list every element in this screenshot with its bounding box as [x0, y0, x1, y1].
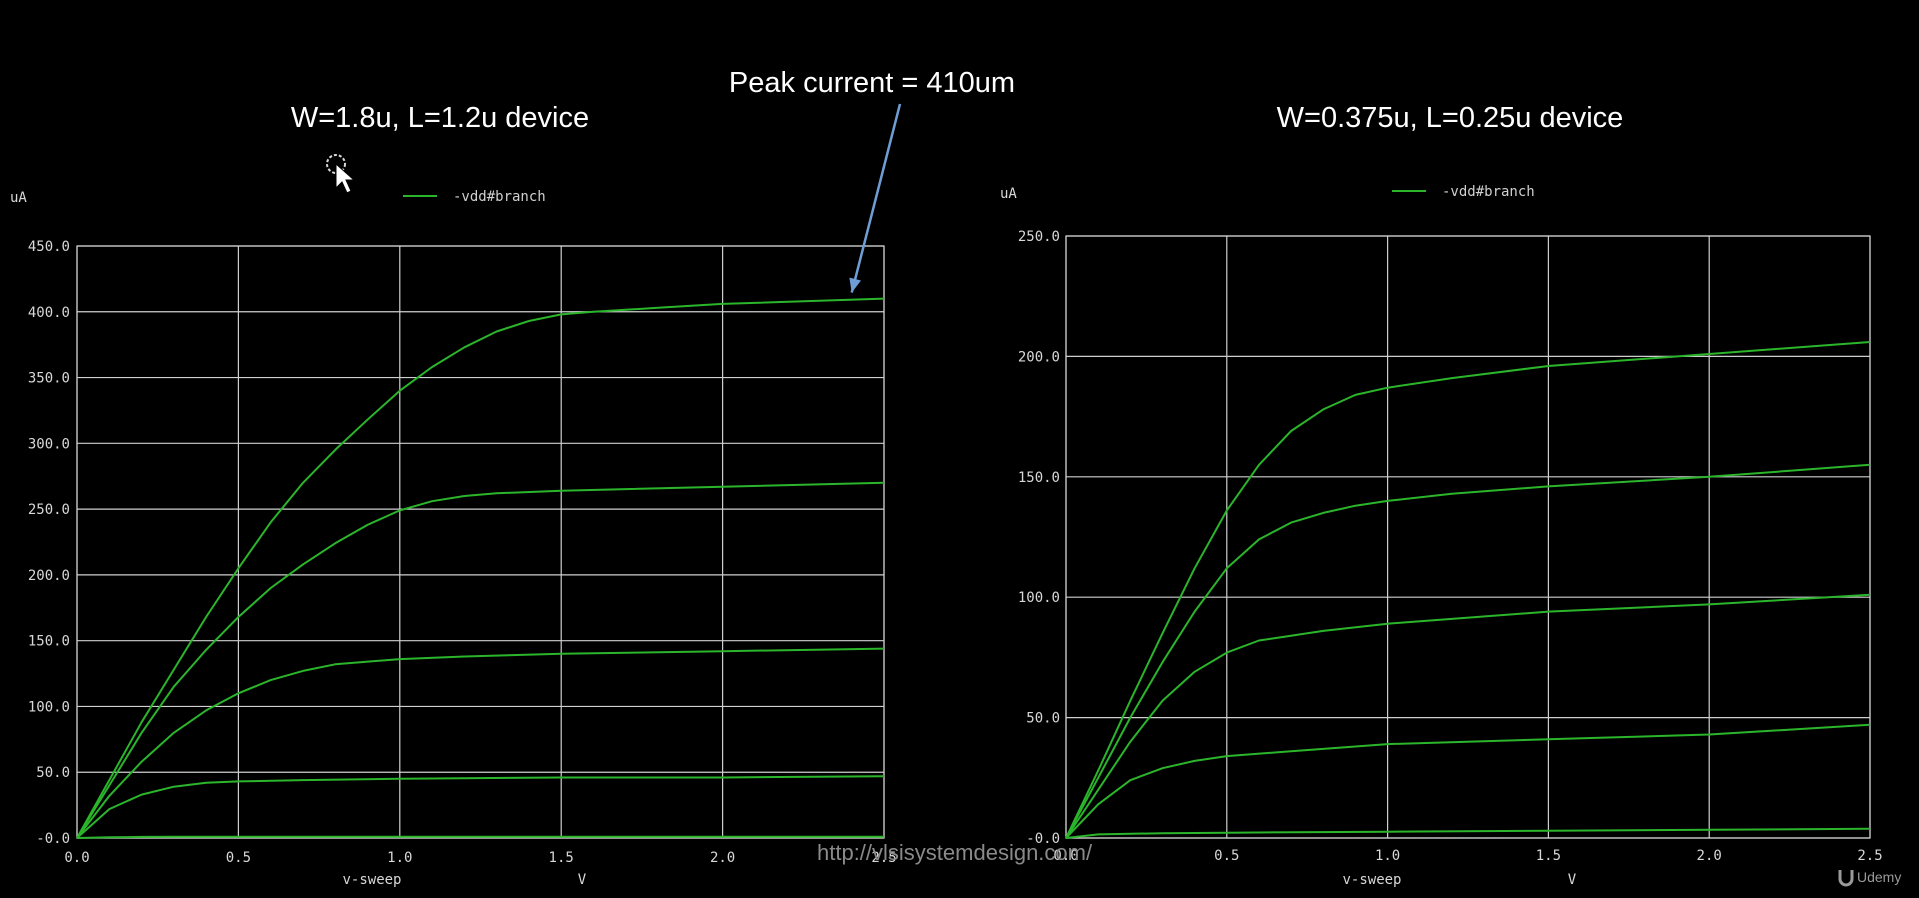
right-x-unit: V — [1568, 872, 1577, 888]
right-x-tick-label: 0.5 — [1214, 848, 1239, 864]
left-x-tick-label: 1.5 — [549, 850, 574, 866]
brand-logo: Udemy — [1838, 869, 1901, 887]
left-x-tick-label: 0.5 — [226, 850, 251, 866]
left-y-tick-label: 100.0 — [28, 699, 70, 715]
left-chart: W=1.8u, L=1.2u device uA -vdd#branch v-s… — [10, 102, 897, 888]
right-x-tick-label: 1.0 — [1375, 848, 1400, 864]
left-y-tick-label: 350.0 — [28, 371, 70, 387]
right-y-tick-label: 250.0 — [1018, 229, 1060, 245]
left-plot-frame — [76, 245, 885, 839]
left-y-tick-label: 300.0 — [28, 436, 70, 452]
mouse-cursor-icon — [326, 154, 356, 194]
left-x-tick-label: 1.0 — [387, 850, 412, 866]
right-series-line-3 — [1065, 593, 1871, 839]
left-legend-label: -vdd#branch — [453, 189, 546, 205]
right-y-tick-label: -0.0 — [1026, 831, 1060, 847]
left-series-line-1 — [76, 835, 884, 839]
left-series-line-4 — [76, 481, 885, 839]
left-series-line-5 — [76, 297, 885, 839]
right-y-tick-label: 150.0 — [1018, 470, 1060, 486]
right-x-tick-label: 1.5 — [1536, 848, 1561, 864]
right-plot-frame — [1065, 235, 1871, 839]
right-legend-label: -vdd#branch — [1442, 184, 1535, 200]
left-y-tick-label: 250.0 — [28, 502, 70, 518]
right-x-tick-label: 2.5 — [1857, 848, 1882, 864]
right-series-line-4 — [1065, 463, 1871, 839]
left-y-tick-label: 200.0 — [28, 568, 70, 584]
left-x-tick-label: 0.0 — [64, 850, 89, 866]
left-x-tick-label: 2.5 — [871, 850, 896, 866]
udemy-logo-icon — [1838, 870, 1854, 887]
left-series-line-2 — [76, 775, 885, 839]
left-series-line-3 — [76, 647, 885, 839]
left-y-tick-label: -0.0 — [36, 831, 70, 847]
website-watermark: http://vlsisystemdesign.com/ — [817, 840, 1093, 865]
right-y-tick-label: 100.0 — [1018, 590, 1060, 606]
brand-name: Udemy — [1857, 869, 1901, 885]
right-series-line-5 — [1065, 341, 1871, 839]
left-x-unit: V — [578, 872, 587, 888]
annotation-arrow — [850, 103, 902, 293]
left-chart-title: W=1.8u, L=1.2u device — [291, 102, 589, 134]
right-y-unit: uA — [1000, 186, 1017, 202]
right-x-tick-label: 2.0 — [1697, 848, 1722, 864]
left-x-label: v-sweep — [342, 872, 401, 888]
left-y-unit: uA — [10, 190, 27, 206]
right-chart: W=0.375u, L=0.25u device uA -vdd#branch … — [1000, 102, 1883, 888]
right-series-line-2 — [1065, 723, 1871, 839]
right-x-label: v-sweep — [1342, 872, 1401, 888]
right-x-tick-label: 0.0 — [1053, 848, 1078, 864]
left-y-tick-label: 450.0 — [28, 239, 70, 255]
left-x-tick-label: 2.0 — [710, 850, 735, 866]
peak-current-annotation: Peak current = 410um — [729, 67, 1015, 99]
left-y-tick-label: 150.0 — [28, 634, 70, 650]
right-y-tick-label: 50.0 — [1026, 711, 1060, 727]
right-chart-title: W=0.375u, L=0.25u device — [1277, 102, 1624, 134]
annotation-arrowhead-icon — [849, 277, 862, 293]
left-y-tick-label: 50.0 — [36, 765, 70, 781]
left-y-tick-label: 400.0 — [28, 305, 70, 321]
right-y-tick-label: 200.0 — [1018, 349, 1060, 365]
right-series-line-1 — [1065, 827, 1871, 839]
